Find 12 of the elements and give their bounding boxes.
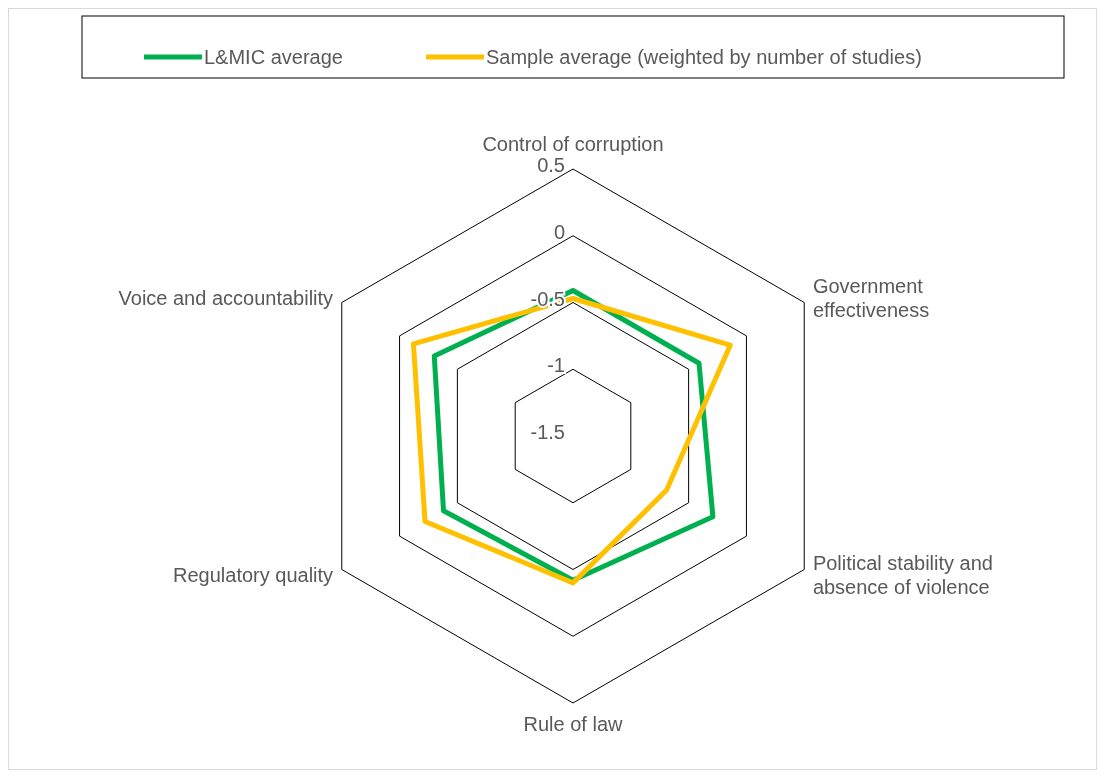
y-tick-label: -1.5 (530, 421, 565, 443)
spoke-label: Voice and accountability (118, 286, 334, 309)
legend-label: L&MIC average (204, 46, 343, 68)
legend-label: Sample average (weighted by number of studies) (486, 46, 922, 68)
y-tick-label: 0.5 (537, 154, 565, 176)
spoke-label: Rule of law (523, 713, 624, 735)
spoke-label: Control of corruption (482, 133, 664, 155)
spoke-label: Regulatory quality (173, 563, 334, 586)
y-tick-label: 0 (553, 220, 565, 243)
spoke-label: Government effectiveness (812, 274, 930, 321)
spoke-label: Political stability and absence of violence (812, 551, 993, 598)
y-tick-label: -1 (547, 354, 565, 377)
